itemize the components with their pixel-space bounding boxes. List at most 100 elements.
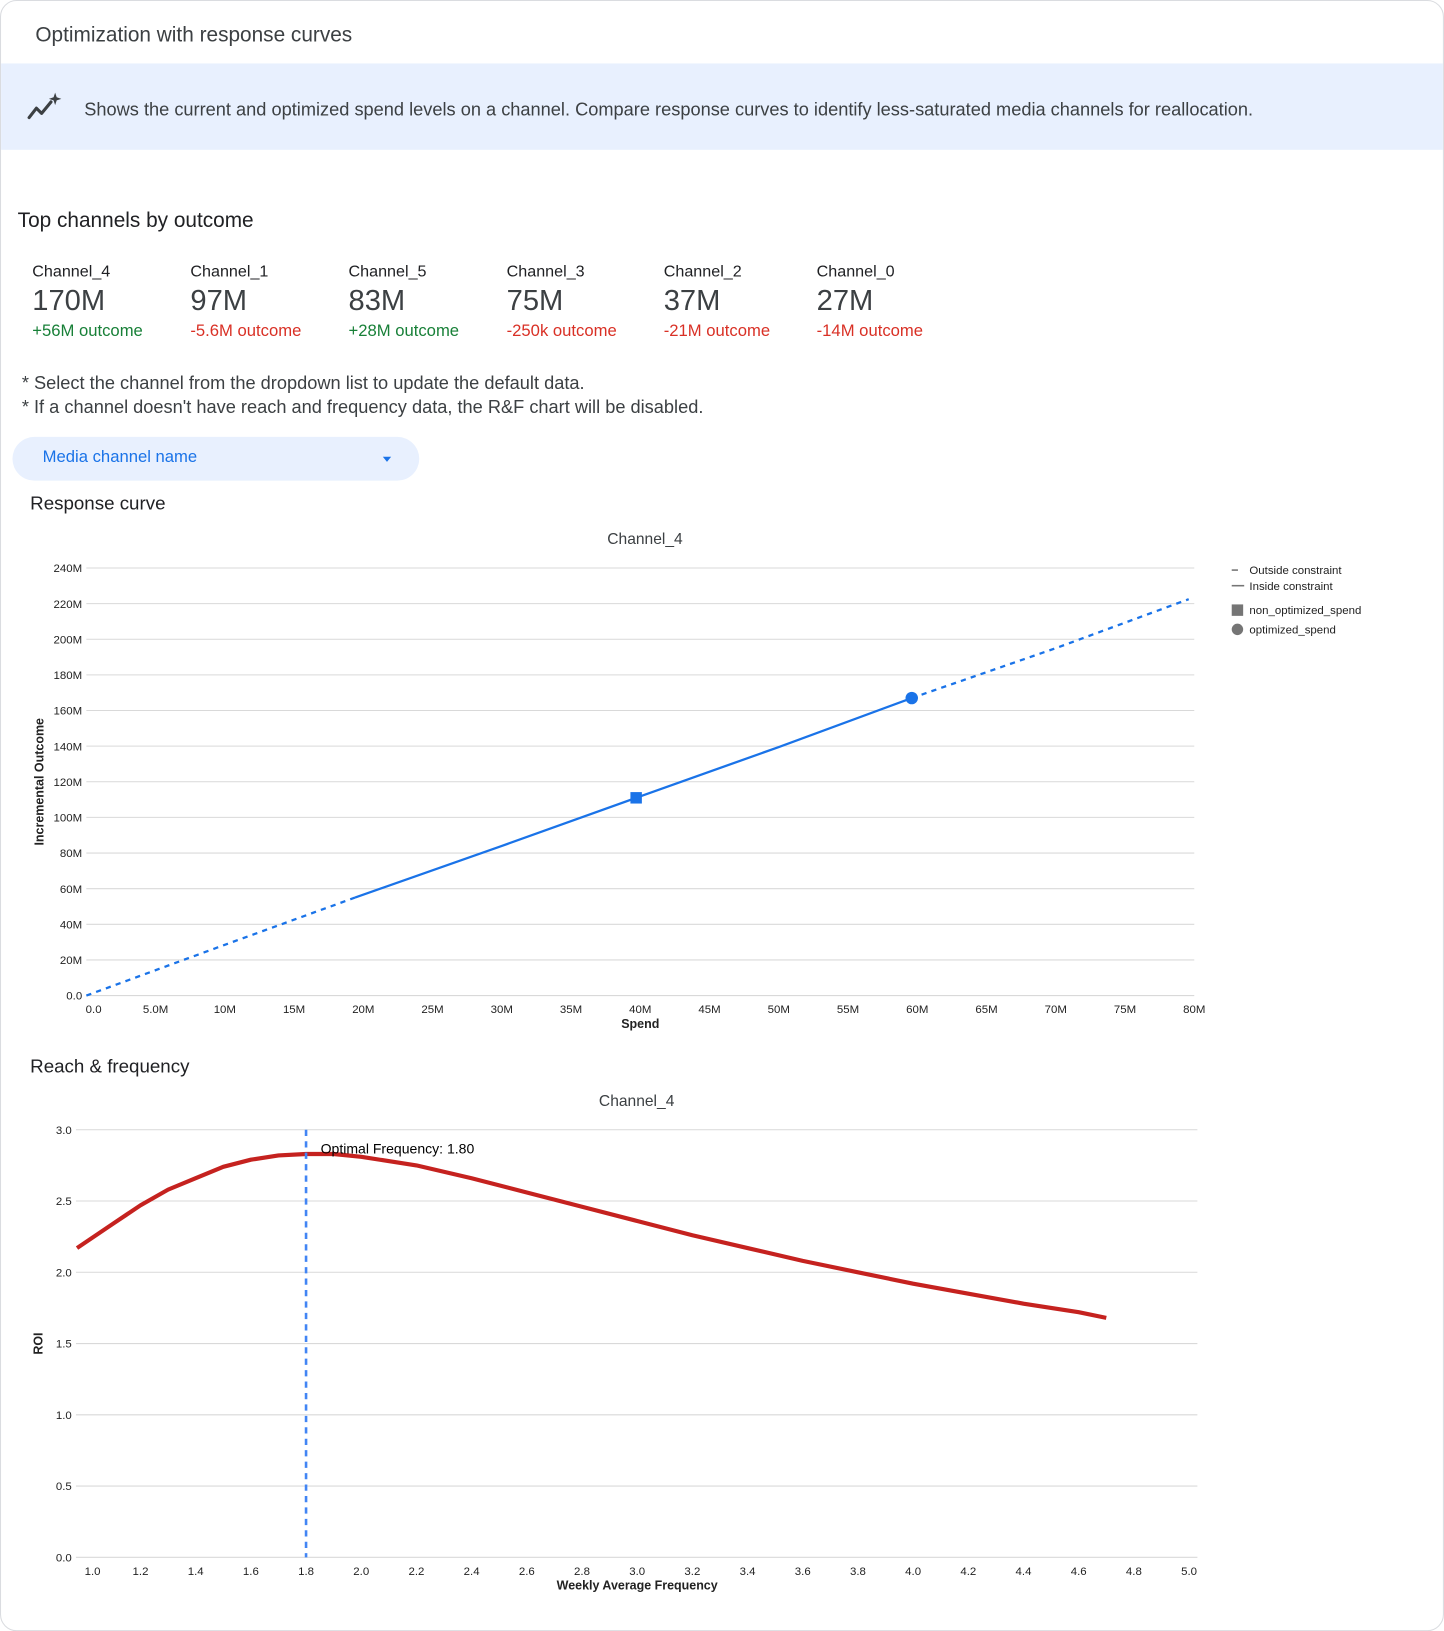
legend-label: Inside constraint [1249,581,1333,593]
x-tick-label: 55M [837,1004,859,1016]
reach-frequency-heading: Reach & frequency [30,1055,190,1077]
x-tick-label: 60M [906,1004,928,1016]
x-tick-label: 1.8 [298,1566,314,1578]
non-optimized-spend-marker [630,792,642,804]
y-tick-label: 0.0 [66,991,82,1003]
x-tick-label: 1.6 [243,1566,259,1578]
y-tick-label: 40M [60,919,82,931]
note-select-channel: * Select the channel from the dropdown l… [21,372,585,394]
outside-constraint-line [85,896,356,997]
card-title: Optimization with response curves [35,23,353,47]
banner-text: Shows the current and optimized spend le… [84,98,1254,120]
channel-value: 27M [816,284,874,317]
y-tick-label: 20M [60,955,82,967]
info-banner [1,63,1443,150]
y-axis-label: ROI [32,1332,46,1354]
dropdown-label: Media channel name [42,448,198,467]
x-tick-label: 3.2 [684,1566,700,1578]
optimal-frequency-annotation: Optimal Frequency: 1.80 [321,1141,475,1157]
sparkle-trend-icon [27,92,62,120]
x-tick-label: 1.4 [188,1566,205,1578]
x-tick-label: 3.8 [850,1566,866,1578]
channel-delta: -14M outcome [816,322,924,341]
x-tick-label: 1.2 [133,1566,149,1578]
legend-label: Outside constraint [1249,565,1342,577]
x-tick-label: 4.2 [960,1566,976,1578]
channel-value: 37M [663,284,721,317]
y-tick-label: 2.5 [56,1196,72,1208]
x-tick-label: 4.6 [1071,1566,1087,1578]
x-tick-label: 40M [629,1004,651,1016]
y-tick-label: 80M [60,848,82,860]
x-tick-label: 2.4 [464,1566,481,1578]
y-tick-label: 200M [54,634,83,646]
channel-delta: -250k outcome [506,322,617,341]
x-axis-label: Spend [621,1017,659,1031]
channel-name: Channel_4 [32,263,111,281]
y-tick-label: 3.0 [56,1125,72,1137]
x-tick-label: 20M [352,1004,374,1016]
legend-label: optimized_spend [1249,625,1335,637]
x-axis-label: Weekly Average Frequency [557,1579,718,1593]
chart-title: Channel_4 [607,531,683,548]
channel-name: Channel_1 [190,263,269,281]
y-tick-label: 1.0 [56,1410,72,1422]
y-tick-label: 100M [54,813,83,825]
channel-delta: +28M outcome [348,322,460,341]
y-tick-label: 0.5 [56,1481,72,1493]
x-tick-label: 2.8 [574,1566,590,1578]
channel-delta: -21M outcome [663,322,771,341]
media-channel-dropdown[interactable]: Media channel name [12,436,420,481]
y-axis-label: Incremental Outcome [33,718,47,846]
x-tick-label: 80M [1183,1004,1205,1016]
x-tick-label: 30M [491,1004,513,1016]
channel-value: 97M [190,284,248,317]
y-tick-label: 2.0 [56,1267,72,1279]
channel-delta: -5.6M outcome [190,322,302,341]
chart-title: Channel_4 [599,1093,675,1110]
channel-name: Channel_2 [663,263,742,281]
legend-label: non_optimized_spend [1249,605,1361,617]
x-tick-label: 35M [560,1004,582,1016]
legend-circle-icon [1231,623,1244,636]
y-tick-label: 160M [54,706,83,718]
outside-constraint-line [911,598,1190,700]
x-tick-label: 45M [698,1004,720,1016]
y-tick-label: 220M [54,599,83,611]
caret-down-icon [382,456,392,462]
x-tick-label: 25M [421,1004,443,1016]
top-channels-title: Top channels by outcome [17,209,254,232]
x-tick-label: 10M [214,1004,236,1016]
x-tick-label: 50M [768,1004,790,1016]
x-tick-label: 65M [975,1004,997,1016]
note-rf-disabled: * If a channel doesn't have reach and fr… [21,396,704,418]
x-tick-label: 3.6 [795,1566,811,1578]
x-tick-label: 75M [1114,1004,1136,1016]
x-tick-label: 2.2 [408,1566,424,1578]
y-tick-label: 240M [54,563,83,575]
x-tick-label: 2.0 [353,1566,369,1578]
response-curve-heading: Response curve [30,493,166,514]
roi-curve [75,1151,1107,1320]
x-tick-label: 0.0 [86,1004,102,1016]
optimized-spend-marker [905,691,918,705]
channel-name: Channel_0 [816,263,895,281]
x-tick-label: 5.0 [1181,1566,1197,1578]
y-tick-label: 1.5 [56,1339,72,1351]
x-tick-label: 3.0 [629,1566,645,1578]
x-tick-label: 70M [1045,1004,1067,1016]
y-tick-label: 0.0 [56,1552,72,1564]
legend-square-icon [1231,604,1244,616]
y-tick-label: 180M [54,670,83,682]
x-tick-label: 4.0 [905,1566,921,1578]
y-tick-label: 120M [54,777,83,789]
x-tick-label: 4.8 [1126,1566,1142,1578]
x-tick-label: 15M [283,1004,305,1016]
channel-value: 83M [348,284,406,317]
channel-name: Channel_5 [348,263,427,281]
channel-name: Channel_3 [506,263,585,281]
channel-value: 75M [506,284,564,317]
y-tick-label: 60M [60,884,82,896]
